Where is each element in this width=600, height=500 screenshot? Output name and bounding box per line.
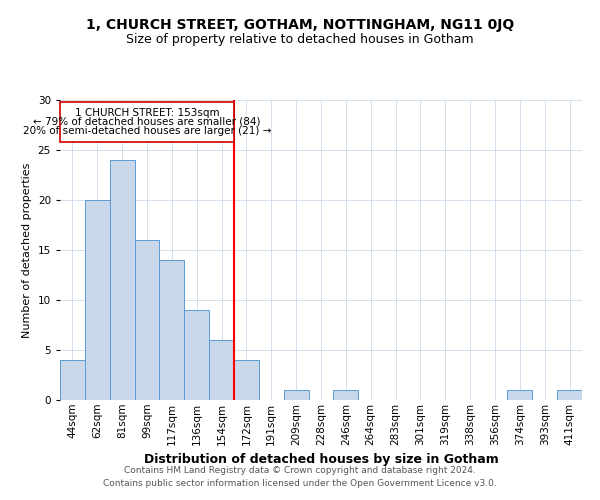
Bar (508, 390, 532, 400)
Bar (234, 360, 259, 400)
Bar (557, 390, 582, 400)
Bar (184, 310, 209, 400)
Bar (209, 340, 234, 400)
Text: 1, CHURCH STREET, GOTHAM, NOTTINGHAM, NG11 0JQ: 1, CHURCH STREET, GOTHAM, NOTTINGHAM, NG… (86, 18, 514, 32)
Text: ← 79% of detached houses are smaller (84): ← 79% of detached houses are smaller (84… (33, 116, 261, 126)
Bar (284, 390, 308, 400)
Bar (160, 260, 184, 400)
FancyBboxPatch shape (60, 102, 234, 142)
Text: 1 CHURCH STREET: 153sqm: 1 CHURCH STREET: 153sqm (74, 108, 220, 118)
X-axis label: Distribution of detached houses by size in Gotham: Distribution of detached houses by size … (143, 453, 499, 466)
Text: 20% of semi-detached houses are larger (21) →: 20% of semi-detached houses are larger (… (23, 126, 271, 136)
Text: Contains HM Land Registry data © Crown copyright and database right 2024.
Contai: Contains HM Land Registry data © Crown c… (103, 466, 497, 487)
Text: Size of property relative to detached houses in Gotham: Size of property relative to detached ho… (126, 32, 474, 46)
Bar (110, 160, 134, 400)
Bar (134, 240, 160, 400)
Bar (85, 200, 110, 400)
Bar (334, 390, 358, 400)
Bar (60, 360, 85, 400)
Y-axis label: Number of detached properties: Number of detached properties (22, 162, 32, 338)
